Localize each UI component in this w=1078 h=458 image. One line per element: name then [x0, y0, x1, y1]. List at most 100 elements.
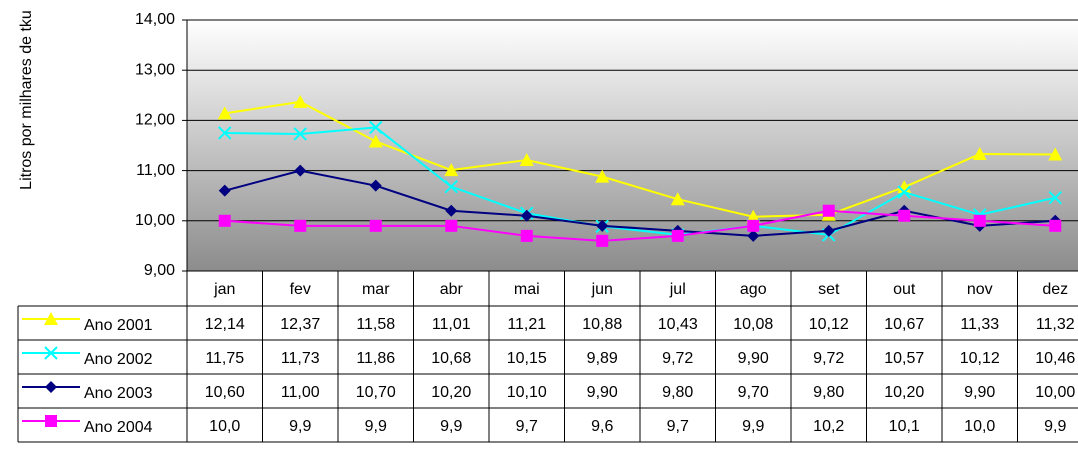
y-tick-label: 14,00: [135, 11, 175, 28]
marker: [973, 214, 986, 227]
marker: [368, 134, 383, 148]
table-value: 10,57: [884, 350, 924, 367]
marker: [294, 164, 307, 177]
table-value: 10,08: [733, 316, 773, 333]
series-line: [224, 169, 1056, 237]
marker: [369, 179, 382, 192]
marker: [1048, 147, 1063, 161]
x-tick-label: set: [818, 281, 840, 298]
marker: [445, 204, 458, 217]
marker: [218, 184, 231, 197]
marker: [972, 147, 987, 161]
table-value: 9,80: [662, 384, 693, 401]
y-axis-label: Litros por milhares de tku: [18, 10, 35, 190]
table-value: 9,90: [964, 384, 995, 401]
marker: [218, 126, 232, 140]
marker: [45, 415, 57, 427]
table-value: 9,7: [667, 418, 689, 435]
marker: [44, 346, 58, 360]
table-value: 11,33: [960, 316, 999, 333]
table-value: 10,20: [884, 384, 924, 401]
table-value: 10,1: [889, 418, 920, 435]
marker: [445, 219, 458, 232]
marker: [444, 179, 458, 194]
marker: [520, 229, 533, 242]
marker: [897, 185, 911, 199]
table-value: 9,90: [587, 384, 618, 401]
x-tick-label: ago: [740, 281, 767, 298]
marker: [822, 204, 835, 217]
legend-label: Ano 2004: [84, 419, 153, 436]
table-value: 9,9: [1044, 418, 1066, 435]
table-value: 10,12: [809, 316, 849, 333]
marker: [1049, 219, 1062, 232]
legend-label: Ano 2002: [84, 351, 153, 368]
x-tick-label: fev: [290, 281, 311, 298]
table-value: 9,80: [813, 384, 844, 401]
table-value: 9,72: [662, 350, 693, 367]
marker: [519, 153, 534, 167]
series-line: [224, 209, 1056, 242]
table-value: 11,21: [507, 316, 546, 333]
table-value: 10,2: [813, 418, 844, 435]
table-value: 10,0: [209, 418, 240, 435]
x-tick-label: jan: [213, 281, 235, 298]
marker: [822, 224, 835, 237]
legend-label: Ano 2001: [84, 317, 153, 334]
table-value: 9,9: [440, 418, 462, 435]
plot-area: [187, 20, 1078, 271]
table-value: 11,32: [1036, 316, 1075, 333]
table-value: 9,9: [742, 418, 764, 435]
x-tick-label: nov: [967, 281, 993, 298]
table-value: 10,67: [884, 316, 924, 333]
table-value: 10,15: [507, 350, 547, 367]
table-value: 10,43: [658, 316, 698, 333]
table-value: 10,12: [960, 350, 1000, 367]
marker: [294, 219, 307, 232]
table-value: 10,46: [1035, 350, 1075, 367]
table-value: 10,10: [507, 384, 547, 401]
series-line: [224, 100, 1056, 218]
x-tick-label: mar: [362, 281, 390, 298]
x-tick-label: mai: [514, 281, 540, 298]
y-tick-label: 9,00: [144, 262, 175, 279]
marker: [520, 209, 533, 222]
table-value: 10,88: [582, 316, 622, 333]
table-value: 11,73: [281, 350, 320, 367]
table-value: 11,01: [432, 316, 471, 333]
table-value: 10,20: [431, 384, 471, 401]
marker: [293, 127, 307, 141]
marker: [369, 120, 383, 135]
marker: [898, 209, 911, 222]
marker: [747, 229, 760, 242]
y-tick-label: 13,00: [135, 61, 175, 78]
table-value: 9,9: [289, 418, 311, 435]
series-line: [224, 126, 1056, 236]
table-value: 11,75: [205, 350, 244, 367]
table-value: 9,7: [516, 418, 538, 435]
table-value: 10,68: [431, 350, 471, 367]
x-tick-label: jul: [669, 281, 686, 298]
x-tick-label: out: [893, 281, 916, 298]
table-value: 9,6: [591, 418, 613, 435]
y-tick-label: 11,00: [136, 162, 175, 179]
marker: [747, 219, 760, 232]
y-tick-label: 10,00: [135, 212, 175, 229]
marker: [217, 106, 232, 120]
marker: [670, 192, 685, 206]
x-tick-label: jun: [591, 281, 613, 298]
table-value: 9,90: [738, 350, 769, 367]
marker: [444, 163, 459, 177]
table-value: 12,14: [205, 316, 245, 333]
marker: [218, 214, 231, 227]
marker: [44, 312, 58, 325]
table-value: 10,70: [356, 384, 396, 401]
marker: [596, 234, 609, 247]
marker: [595, 169, 610, 183]
marker: [671, 229, 684, 242]
marker: [1048, 191, 1062, 205]
marker: [369, 219, 382, 232]
x-tick-label: dez: [1042, 281, 1068, 298]
marker: [596, 219, 609, 232]
